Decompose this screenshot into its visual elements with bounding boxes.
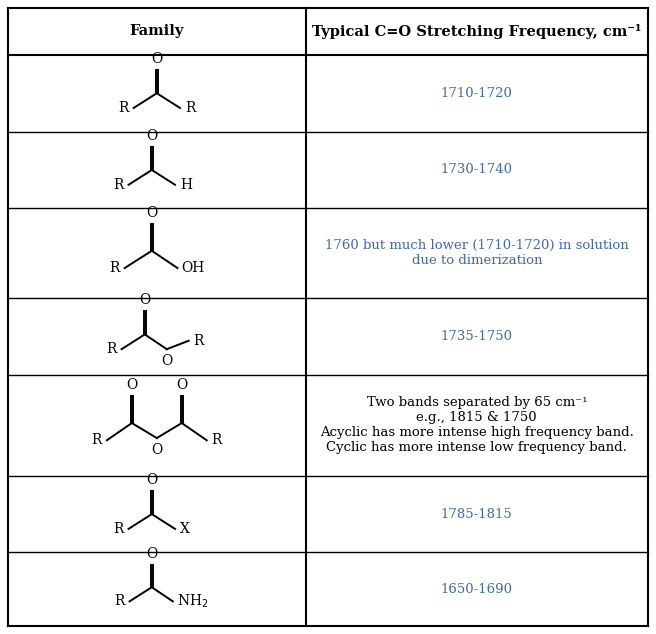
Text: O: O bbox=[146, 473, 157, 487]
Text: O: O bbox=[176, 378, 188, 392]
Text: O: O bbox=[151, 52, 163, 66]
Text: 1785-1815: 1785-1815 bbox=[441, 508, 513, 521]
Text: O: O bbox=[161, 354, 173, 368]
Text: R: R bbox=[113, 522, 123, 536]
Text: R: R bbox=[113, 178, 123, 191]
Text: R: R bbox=[194, 333, 204, 347]
Text: R: R bbox=[185, 101, 195, 115]
Text: 1760 but much lower (1710-1720) in solution
due to dimerization: 1760 but much lower (1710-1720) in solut… bbox=[325, 239, 628, 268]
Text: Family: Family bbox=[130, 25, 184, 39]
Text: R: R bbox=[92, 433, 102, 447]
Text: O: O bbox=[139, 293, 150, 307]
Text: O: O bbox=[151, 443, 163, 457]
Text: O: O bbox=[126, 378, 138, 392]
Text: 1730-1740: 1730-1740 bbox=[441, 164, 513, 176]
Text: O: O bbox=[146, 547, 157, 561]
Text: R: R bbox=[114, 594, 125, 609]
Text: R: R bbox=[212, 433, 222, 447]
Text: 1710-1720: 1710-1720 bbox=[441, 87, 513, 100]
Text: Typical C=O Stretching Frequency, cm⁻¹: Typical C=O Stretching Frequency, cm⁻¹ bbox=[312, 24, 642, 39]
Text: Two bands separated by 65 cm⁻¹
e.g., 1815 & 1750
Acyclic has more intense high f: Two bands separated by 65 cm⁻¹ e.g., 181… bbox=[320, 396, 634, 455]
Text: R: R bbox=[118, 101, 129, 115]
Text: 1650-1690: 1650-1690 bbox=[441, 583, 513, 596]
Text: 1735-1750: 1735-1750 bbox=[441, 330, 513, 343]
Text: X: X bbox=[180, 522, 190, 536]
Text: OH: OH bbox=[182, 261, 205, 275]
Text: R: R bbox=[110, 261, 119, 275]
Text: O: O bbox=[146, 129, 157, 143]
Text: H: H bbox=[180, 178, 192, 191]
Text: O: O bbox=[146, 205, 157, 219]
Text: NH$_2$: NH$_2$ bbox=[177, 593, 209, 610]
Text: R: R bbox=[106, 342, 117, 356]
